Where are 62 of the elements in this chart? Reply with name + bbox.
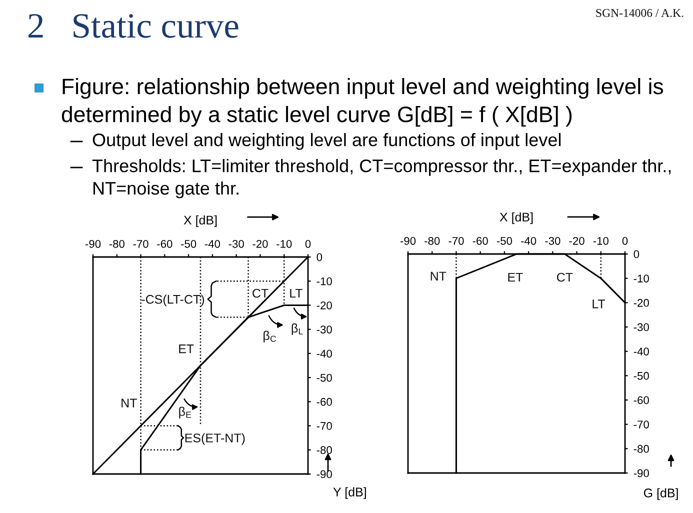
y-tick-label: -20 xyxy=(634,298,649,307)
x-tick-label: -80 xyxy=(424,236,440,245)
y-tick-label: -40 xyxy=(634,348,649,356)
y-tick-label: 0 xyxy=(316,253,322,262)
y-tick-label: -50 xyxy=(316,374,332,382)
x-tick-label: -70 xyxy=(448,236,464,245)
x-tick-label: -10 xyxy=(593,236,608,245)
annotation: β$_{C}$ xyxy=(264,330,276,342)
y-tick-label: -80 xyxy=(634,444,649,453)
x-tick-label: -70 xyxy=(133,240,148,248)
x-tick-label: -30 xyxy=(228,240,244,248)
x-tick-label: -30 xyxy=(545,236,560,245)
annotation: -CS(LT-CT) xyxy=(142,294,204,306)
y-tick-label: -60 xyxy=(634,396,649,404)
x-tick-label: -20 xyxy=(252,240,268,248)
y-tick-label: -10 xyxy=(634,274,649,282)
annotation: CT xyxy=(252,288,268,298)
x-axis-title: X [dB] xyxy=(500,212,533,224)
y-tick-label: -30 xyxy=(316,326,332,334)
annotation: NT xyxy=(122,398,137,408)
x-tick-label: -80 xyxy=(109,240,124,248)
text: Figure: relationship between input level and weighting level is determined by a static level curve G[dB] = f ( X[dB] ) xyxy=(62,78,664,127)
annotation: LT xyxy=(290,288,303,298)
x-tick-label: -20 xyxy=(569,236,584,245)
annotation: NT xyxy=(430,272,446,280)
y-tick-label: -20 xyxy=(316,301,332,310)
y-tick-label: -70 xyxy=(634,420,649,428)
y-tick-label: 0 xyxy=(634,250,640,258)
annotation: β$_{L}$ xyxy=(292,323,303,336)
x-tick-label: -90 xyxy=(400,236,416,245)
text: Thresholds: LT=limiter threshold, CT=compressor thr., ET=expander thr., NT=noise gate thr. xyxy=(92,159,671,198)
y-tick-label: -90 xyxy=(634,469,649,478)
y-tick-label: -90 xyxy=(316,470,332,478)
annotation: ET xyxy=(179,344,194,354)
y-tick-label: -50 xyxy=(634,372,649,380)
y-tick-label: -10 xyxy=(316,277,332,286)
y-axis-title: G [dB] xyxy=(644,488,678,500)
y-tick-label: -80 xyxy=(316,446,332,454)
annotation: β$_{E}$ xyxy=(179,406,192,418)
x-tick-label: -90 xyxy=(85,240,101,248)
x-axis-title: X [dB] xyxy=(184,215,217,228)
y-tick-label: -40 xyxy=(316,350,332,358)
y-axis-title: Y [dB] xyxy=(333,487,366,499)
x-tick-label: -10 xyxy=(276,240,292,248)
y-tick-label: -30 xyxy=(634,323,649,332)
x-tick-label: -50 xyxy=(181,240,196,248)
annotation: ES(ET-NT) xyxy=(185,433,245,445)
annotation: CT xyxy=(556,272,573,282)
x-tick-label: 0 xyxy=(622,236,628,245)
annotation: ET xyxy=(508,272,523,282)
y-tick-label: -70 xyxy=(316,422,332,430)
text: 2 Static curve xyxy=(28,14,238,38)
text: Output level and weighting level are functions of input level xyxy=(92,133,561,150)
x-tick-label: 0 xyxy=(305,240,311,248)
text: SGN-14006 / A.K. xyxy=(596,8,684,18)
y-tick-label: -60 xyxy=(316,398,332,406)
x-tick-label: -60 xyxy=(472,236,488,245)
annotation: LT xyxy=(592,300,606,308)
x-tick-label: -60 xyxy=(157,240,172,248)
x-tick-label: -50 xyxy=(496,236,512,245)
x-tick-label: -40 xyxy=(521,236,536,245)
x-tick-label: -40 xyxy=(204,240,220,248)
